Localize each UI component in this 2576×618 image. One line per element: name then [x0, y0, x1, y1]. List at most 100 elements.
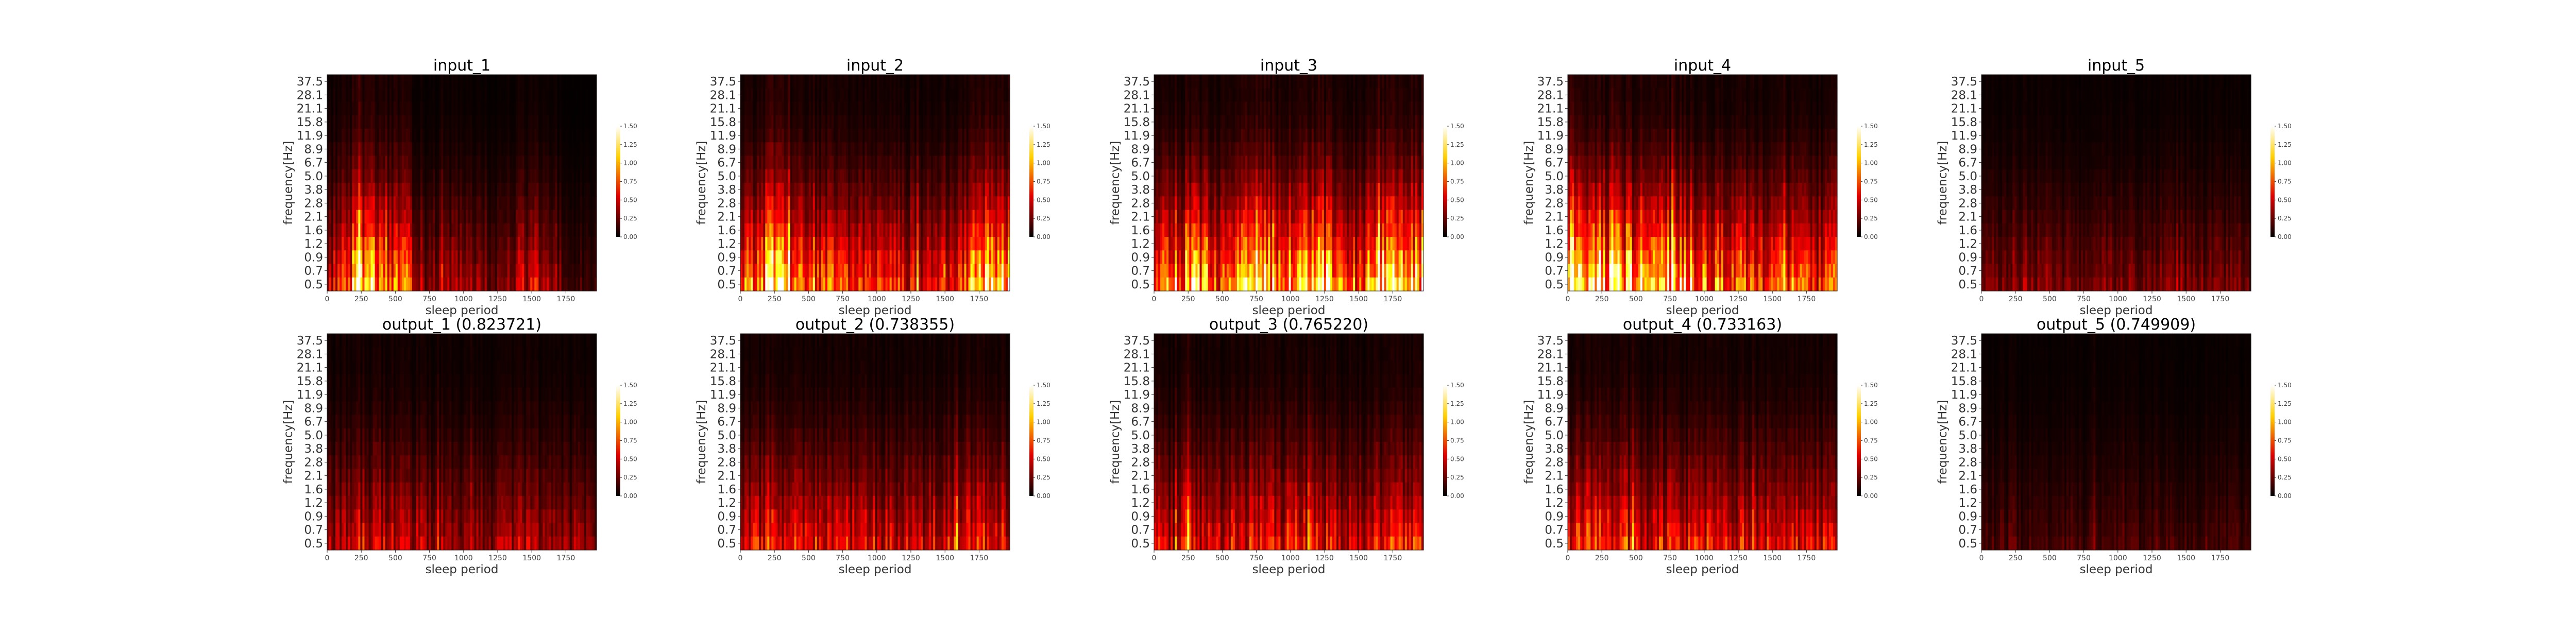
heatmap-cell [873, 223, 876, 237]
heatmap-cell [999, 142, 1002, 157]
heatmap-cell [952, 75, 954, 89]
heatmap-cell [340, 183, 342, 197]
heatmap-cell [437, 101, 439, 116]
heatmap-cell [1156, 75, 1159, 89]
heatmap-cell [366, 142, 369, 157]
heatmap-cell [486, 183, 489, 197]
heatmap-cell [354, 264, 357, 278]
heatmap-cell [571, 223, 574, 237]
y-tick-label: 3.8 [304, 183, 323, 197]
heatmap-cell [381, 115, 384, 129]
heatmap-cell [821, 101, 824, 116]
heatmap-cell [850, 156, 853, 170]
heatmap-cell [879, 210, 882, 224]
heatmap-cell [569, 101, 572, 116]
heatmap-cell [418, 115, 421, 129]
heatmap-cell [755, 142, 757, 157]
heatmap-cell [836, 264, 838, 278]
heatmap-cell [908, 88, 911, 102]
heatmap-cell [921, 183, 923, 197]
heatmap-cell [453, 264, 456, 278]
heatmap-cell [927, 277, 929, 291]
heatmap-cell [1319, 129, 1323, 143]
heatmap-cell [422, 129, 425, 143]
heatmap-cell [476, 115, 479, 129]
heatmap-cell [549, 169, 552, 183]
heatmap-cell [1361, 101, 1364, 116]
heatmap-cell [331, 183, 334, 197]
heatmap-cell [439, 101, 442, 116]
heatmap-cell [836, 223, 838, 237]
heatmap-cell [397, 277, 400, 291]
heatmap-cell [516, 250, 518, 265]
heatmap-cell [744, 223, 747, 237]
heatmap-cell [366, 88, 369, 102]
heatmap-cell [1421, 115, 1424, 129]
heatmap-cell [775, 223, 778, 237]
heatmap-cell [1197, 142, 1200, 157]
heatmap-cell [1309, 101, 1312, 116]
heatmap-cell [584, 101, 587, 116]
heatmap-cell [798, 277, 801, 291]
heatmap-cell [1197, 75, 1200, 89]
heatmap-cell [885, 88, 888, 102]
heatmap-cell [978, 156, 981, 170]
heatmap-cell [958, 264, 961, 278]
heatmap-cell [433, 277, 435, 291]
heatmap-cell [553, 196, 556, 211]
heatmap-cell [1394, 75, 1397, 89]
heatmap-cell [344, 250, 346, 265]
heatmap-cell [862, 75, 865, 89]
heatmap-cell [908, 264, 911, 278]
heatmap-cell [802, 115, 805, 129]
heatmap-cell [391, 169, 394, 183]
heatmap-cell [993, 237, 996, 251]
heatmap-cell [858, 277, 861, 291]
heatmap-cell [1160, 129, 1163, 143]
heatmap-cell [360, 223, 363, 237]
heatmap-cell [1189, 115, 1192, 129]
heatmap-cell [534, 156, 537, 170]
heatmap-cell [1376, 129, 1379, 143]
heatmap-cell [1384, 115, 1387, 129]
heatmap-cell [873, 101, 876, 116]
heatmap-cell [810, 75, 814, 89]
heatmap-cell [950, 237, 952, 251]
heatmap-cell [557, 115, 560, 129]
heatmap-cell [914, 223, 917, 237]
heatmap-cell [740, 142, 743, 157]
heatmap-cell [806, 237, 809, 251]
heatmap-cell [561, 277, 564, 291]
heatmap-cell [431, 250, 433, 265]
heatmap-cell [767, 115, 770, 129]
heatmap-cell [594, 75, 597, 89]
heatmap-cell [408, 129, 411, 143]
heatmap-cell [836, 129, 838, 143]
heatmap-cell [532, 169, 535, 183]
heatmap-cell [381, 277, 384, 291]
heatmap-cell [794, 223, 797, 237]
heatmap-cell [821, 156, 824, 170]
heatmap-cell [914, 142, 917, 157]
heatmap-cell [887, 183, 890, 197]
heatmap-cell [1317, 115, 1320, 129]
heatmap-cell [416, 156, 419, 170]
heatmap-cell [923, 264, 925, 278]
heatmap-cell [974, 75, 977, 89]
heatmap-cell [1256, 88, 1258, 102]
heatmap-cell [840, 169, 842, 183]
heatmap-cell [1272, 101, 1275, 116]
heatmap-cell [1171, 101, 1173, 116]
heatmap-cell [966, 277, 969, 291]
heatmap-cell [881, 129, 884, 143]
heatmap-cell [747, 129, 749, 143]
heatmap-cell [505, 277, 508, 291]
heatmap-cell [1297, 101, 1300, 116]
heatmap-cell [1332, 88, 1335, 102]
heatmap-cell [902, 210, 905, 224]
heatmap-cell [1264, 129, 1266, 143]
heatmap-cell [978, 101, 981, 116]
heatmap-cell [590, 156, 593, 170]
heatmap-cell [472, 156, 475, 170]
heatmap-cell [460, 223, 463, 237]
